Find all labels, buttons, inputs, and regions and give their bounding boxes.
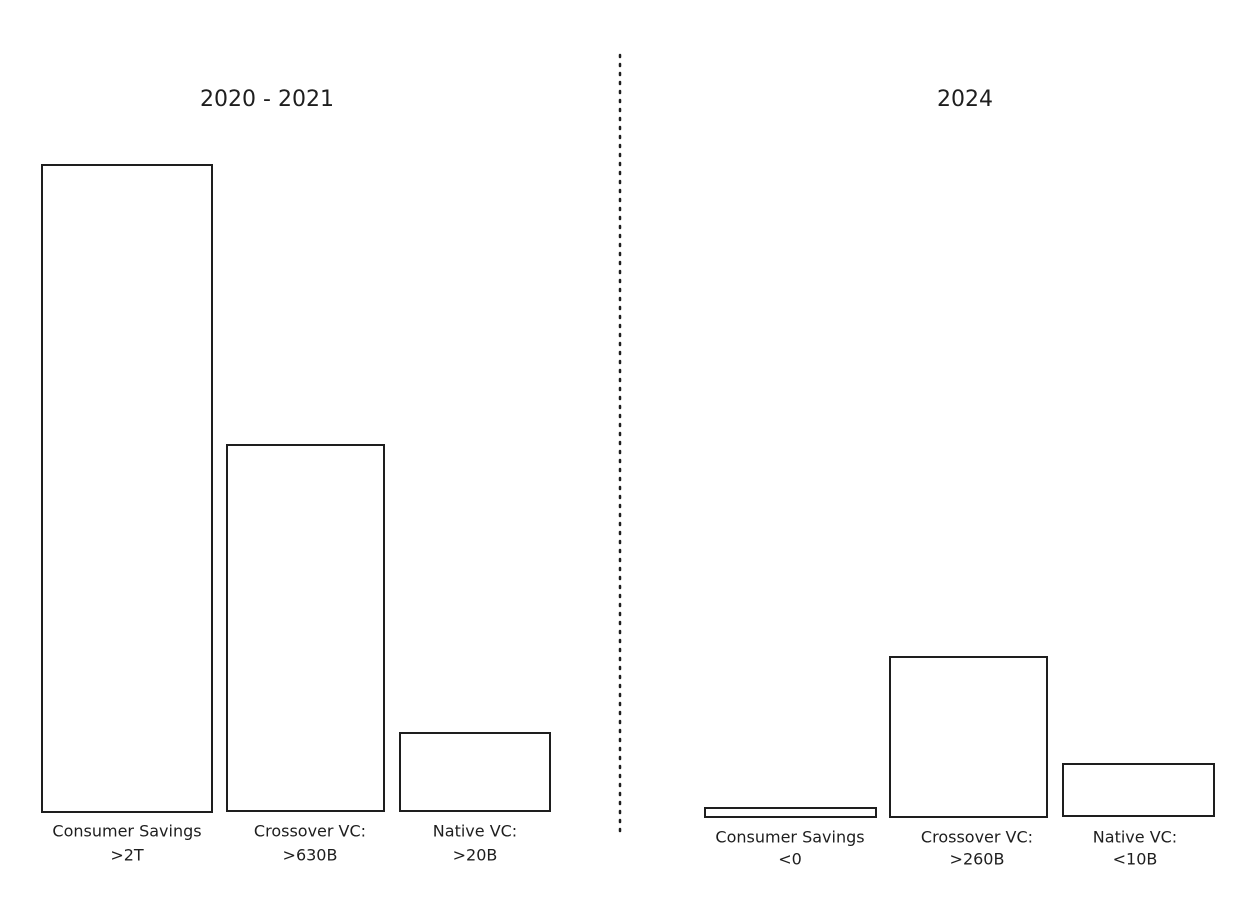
bar: [1062, 763, 1215, 817]
bar-label: Crossover VC:: [254, 822, 366, 841]
bar: [226, 444, 385, 812]
bar-label: Native VC:: [433, 822, 517, 841]
bar: [41, 164, 213, 813]
bar-value: >630B: [283, 846, 338, 865]
bar-label: Consumer Savings: [52, 822, 201, 841]
bar: [889, 656, 1048, 818]
panel-title: 2024: [937, 87, 993, 112]
bar-label: Consumer Savings: [715, 828, 864, 847]
bar-value: <10B: [1113, 850, 1158, 869]
bar: [704, 807, 877, 818]
bar: [399, 732, 551, 812]
bar-label: Native VC:: [1093, 828, 1177, 847]
bar-value: >260B: [950, 850, 1005, 869]
bar-value: <0: [778, 850, 802, 869]
bar-value: >20B: [453, 846, 498, 865]
panel-title: 2020 - 2021: [200, 87, 334, 112]
bar-value: >2T: [110, 846, 144, 865]
bar-label: Crossover VC:: [921, 828, 1033, 847]
